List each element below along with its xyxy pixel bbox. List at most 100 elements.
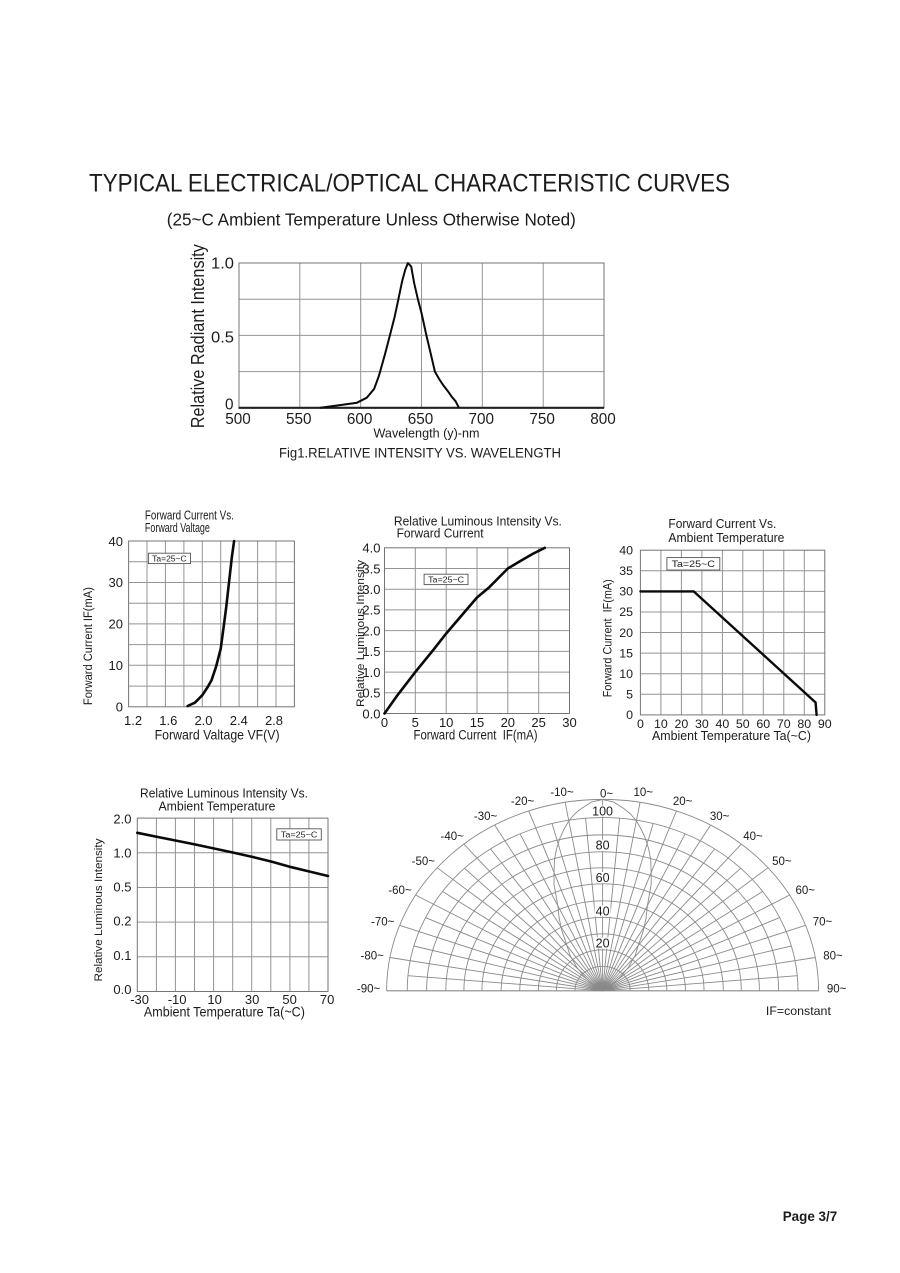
svg-text:Wavelength (y)-nm: Wavelength (y)-nm (374, 427, 480, 441)
svg-text:10: 10 (439, 715, 453, 730)
svg-text:20: 20 (619, 626, 633, 640)
svg-text:0~: 0~ (600, 788, 613, 800)
svg-text:2.4: 2.4 (230, 713, 248, 728)
svg-text:10: 10 (207, 992, 221, 1007)
svg-text:25: 25 (531, 715, 545, 730)
svg-text:30: 30 (562, 715, 576, 730)
svg-text:50~: 50~ (772, 856, 792, 868)
svg-text:-10: -10 (168, 992, 187, 1007)
svg-text:750: 750 (529, 411, 555, 428)
svg-text:70~: 70~ (813, 917, 833, 929)
svg-text:2.8: 2.8 (265, 713, 283, 728)
svg-text:80~: 80~ (823, 951, 843, 963)
svg-text:IF=constant: IF=constant (766, 1004, 832, 1018)
svg-text:0: 0 (225, 396, 234, 413)
svg-text:50: 50 (736, 717, 750, 731)
svg-text:70: 70 (777, 717, 791, 731)
svg-text:500: 500 (225, 411, 251, 428)
svg-text:Forward Current Vs.: Forward Current Vs. (668, 517, 776, 531)
svg-text:4.0: 4.0 (362, 541, 380, 556)
svg-text:TYPICAL ELECTRICAL/OPTICAL CHA: TYPICAL ELECTRICAL/OPTICAL CHARACTERISTI… (89, 170, 730, 198)
svg-text:20: 20 (501, 715, 515, 730)
svg-text:80: 80 (797, 717, 811, 731)
svg-text:0: 0 (626, 708, 633, 722)
svg-text:Relative Radiant Intensity: Relative Radiant Intensity (187, 244, 208, 429)
svg-text:0: 0 (381, 715, 388, 730)
svg-text:0.0: 0.0 (113, 982, 131, 997)
svg-text:35: 35 (619, 564, 633, 578)
svg-text:20~: 20~ (673, 796, 693, 808)
svg-text:1.0: 1.0 (362, 665, 380, 680)
svg-text:Forward Valtage VF(V): Forward Valtage VF(V) (155, 728, 280, 743)
svg-text:-40~: -40~ (441, 831, 465, 843)
svg-text:-30: -30 (130, 992, 149, 1007)
svg-text:5: 5 (626, 688, 633, 702)
svg-text:40: 40 (619, 543, 633, 557)
svg-text:(25~C Ambient Temperature Unle: (25~C Ambient Temperature Unless Otherwi… (167, 209, 576, 229)
svg-text:60~: 60~ (795, 885, 815, 897)
svg-text:Ta=25~C: Ta=25~C (152, 553, 187, 563)
svg-text:Ta=25~C: Ta=25~C (281, 829, 317, 839)
svg-text:30: 30 (109, 575, 123, 590)
svg-text:20: 20 (596, 936, 610, 950)
svg-text:Page 3/7: Page 3/7 (783, 1209, 838, 1224)
svg-text:100: 100 (592, 804, 613, 818)
svg-text:1.0: 1.0 (113, 846, 131, 861)
svg-text:3.5: 3.5 (362, 561, 380, 576)
svg-text:60: 60 (756, 717, 770, 731)
svg-text:Relative Luminous Intensity Vs: Relative Luminous Intensity Vs. (394, 515, 562, 529)
svg-text:0.1: 0.1 (113, 948, 131, 963)
svg-text:Fig1.RELATIVE INTENSITY VS. WA: Fig1.RELATIVE INTENSITY VS. WAVELENGTH (279, 446, 561, 461)
svg-text:15: 15 (470, 715, 484, 730)
svg-text:Ambient Temperature: Ambient Temperature (668, 531, 784, 545)
svg-text:0.5: 0.5 (362, 686, 380, 701)
svg-text:Ambient Temperature Ta(~C): Ambient Temperature Ta(~C) (652, 728, 811, 743)
svg-text:Forward Valtage: Forward Valtage (145, 520, 210, 535)
svg-text:-60~: -60~ (388, 885, 412, 897)
svg-text:3.0: 3.0 (362, 582, 380, 597)
svg-text:Forward Current IF(mA): Forward Current IF(mA) (600, 579, 614, 697)
svg-text:-70~: -70~ (371, 917, 395, 929)
svg-text:40: 40 (716, 717, 730, 731)
svg-text:0.0: 0.0 (362, 706, 380, 721)
svg-text:40: 40 (109, 534, 123, 549)
svg-text:Ambient Temperature Ta(~C): Ambient Temperature Ta(~C) (144, 1005, 305, 1020)
svg-text:-80~: -80~ (361, 951, 385, 963)
svg-text:650: 650 (408, 411, 434, 428)
svg-text:800: 800 (590, 411, 616, 428)
svg-text:5: 5 (412, 715, 419, 730)
svg-text:Relative Luminous Intensity: Relative Luminous Intensity (355, 559, 367, 707)
svg-text:2.0: 2.0 (362, 623, 380, 638)
svg-text:Forward Current: Forward Current (397, 527, 485, 541)
svg-text:30: 30 (695, 717, 709, 731)
svg-text:0.5: 0.5 (113, 880, 131, 895)
svg-text:-50~: -50~ (412, 856, 436, 868)
svg-text:-20~: -20~ (511, 796, 535, 808)
svg-text:0: 0 (116, 700, 123, 715)
svg-text:Relative Luminous Intensity: Relative Luminous Intensity (93, 838, 105, 982)
svg-text:0: 0 (637, 717, 644, 731)
svg-text:50: 50 (282, 992, 296, 1007)
svg-text:10: 10 (619, 667, 633, 681)
svg-text:0.2: 0.2 (113, 914, 131, 929)
svg-text:2.5: 2.5 (362, 603, 380, 618)
svg-text:Forward Current IF(mA): Forward Current IF(mA) (83, 587, 95, 705)
svg-text:1.5: 1.5 (362, 644, 380, 659)
svg-text:15: 15 (619, 646, 633, 660)
svg-text:25: 25 (619, 605, 633, 619)
svg-text:90~: 90~ (827, 983, 847, 995)
svg-text:30: 30 (619, 585, 633, 599)
svg-text:Ta=25~C: Ta=25~C (428, 574, 464, 584)
svg-text:30: 30 (245, 992, 259, 1007)
svg-text:-10~: -10~ (550, 787, 574, 799)
svg-text:Ta=25~C: Ta=25~C (672, 559, 716, 569)
svg-text:1.0: 1.0 (211, 256, 234, 273)
svg-text:40: 40 (596, 904, 610, 918)
svg-text:30~: 30~ (710, 811, 730, 823)
svg-text:Forward Current IF(mA): Forward Current IF(mA) (414, 728, 538, 743)
svg-text:600: 600 (347, 411, 373, 428)
svg-text:10: 10 (654, 717, 668, 731)
svg-text:2.0: 2.0 (113, 811, 131, 826)
svg-text:-30~: -30~ (474, 811, 498, 823)
svg-text:20: 20 (675, 717, 689, 731)
